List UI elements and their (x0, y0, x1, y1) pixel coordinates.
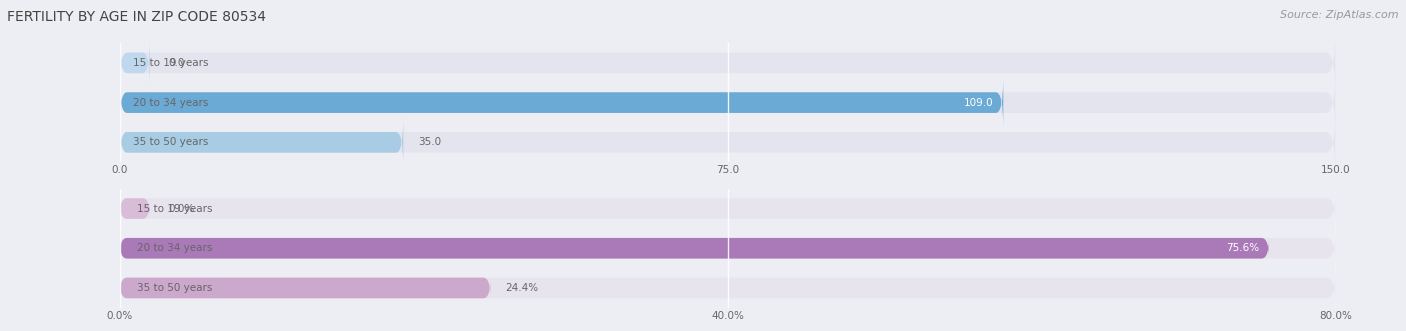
Text: 0.0%: 0.0% (169, 204, 194, 213)
FancyBboxPatch shape (120, 117, 404, 168)
Text: 20 to 34 years: 20 to 34 years (136, 243, 212, 253)
FancyBboxPatch shape (120, 238, 1268, 259)
Text: 75.6%: 75.6% (1226, 243, 1260, 253)
FancyBboxPatch shape (120, 65, 1336, 140)
FancyBboxPatch shape (120, 25, 1336, 100)
FancyBboxPatch shape (120, 233, 1336, 263)
Text: 15 to 19 years: 15 to 19 years (136, 204, 212, 213)
FancyBboxPatch shape (120, 273, 1336, 303)
FancyBboxPatch shape (120, 37, 150, 88)
Text: 35.0: 35.0 (418, 137, 441, 147)
Text: Source: ZipAtlas.com: Source: ZipAtlas.com (1281, 10, 1399, 20)
FancyBboxPatch shape (120, 278, 491, 298)
Text: 35 to 50 years: 35 to 50 years (136, 283, 212, 293)
Text: 15 to 19 years: 15 to 19 years (134, 58, 209, 68)
FancyBboxPatch shape (120, 198, 150, 219)
Text: 24.4%: 24.4% (505, 283, 538, 293)
Text: 35 to 50 years: 35 to 50 years (134, 137, 208, 147)
FancyBboxPatch shape (120, 193, 1336, 224)
Text: 20 to 34 years: 20 to 34 years (134, 98, 208, 108)
Text: 109.0: 109.0 (965, 98, 994, 108)
FancyBboxPatch shape (120, 77, 1004, 128)
FancyBboxPatch shape (120, 105, 1336, 180)
Text: 0.0: 0.0 (169, 58, 184, 68)
Text: FERTILITY BY AGE IN ZIP CODE 80534: FERTILITY BY AGE IN ZIP CODE 80534 (7, 10, 266, 24)
